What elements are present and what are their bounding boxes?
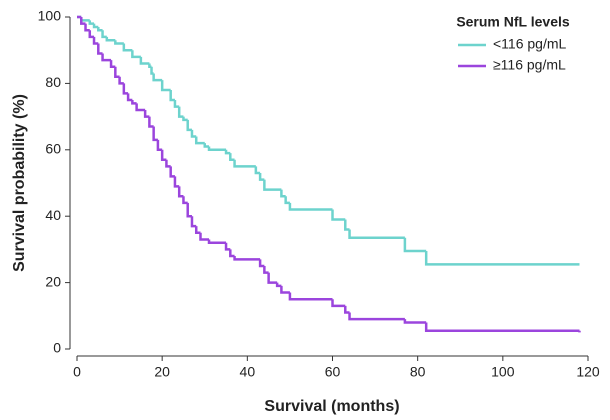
survival-step <box>194 136 205 145</box>
survival-step <box>224 242 231 251</box>
survival-step <box>80 17 90 22</box>
survival-step <box>97 26 103 32</box>
survival-step <box>263 179 282 191</box>
survival-step <box>348 312 405 321</box>
x-tick-label: 60 <box>325 364 341 380</box>
survival-step <box>190 216 197 228</box>
x-tick-label: 100 <box>491 364 515 380</box>
survival-step <box>80 17 86 25</box>
survival-step <box>101 30 107 39</box>
survival-step <box>173 100 180 108</box>
survival-step <box>348 229 405 240</box>
survival-step <box>182 196 188 205</box>
survival-step <box>160 80 171 92</box>
survival-step <box>403 319 427 324</box>
survival-step <box>105 36 116 42</box>
survival-step <box>152 126 158 142</box>
survival-step <box>254 166 261 175</box>
survival-step <box>88 30 95 39</box>
survival-step <box>424 251 580 266</box>
survival-step <box>118 76 124 85</box>
survival-step <box>275 282 282 288</box>
legend-label: <116 pg/mL <box>493 36 567 52</box>
survival-step <box>233 256 261 261</box>
survival-step <box>186 119 192 132</box>
survival-step <box>344 219 350 231</box>
y-tick-label: 100 <box>38 8 62 24</box>
survival-step <box>139 56 150 65</box>
survival-step <box>288 202 333 211</box>
x-tick-label: 80 <box>410 364 426 380</box>
legend-title: Serum NfL levels <box>456 14 570 30</box>
survival-step <box>203 143 210 148</box>
survival-step <box>156 139 163 152</box>
survival-step <box>207 146 227 152</box>
survival-step <box>233 159 256 168</box>
survival-step <box>150 66 154 75</box>
survival-step <box>92 36 99 45</box>
survival-step <box>288 292 333 301</box>
survival-step <box>173 176 180 188</box>
survival-step <box>280 189 286 198</box>
x-tick-label: 20 <box>154 364 170 380</box>
survival-step <box>126 93 133 102</box>
survival-step <box>284 196 290 205</box>
x-tick-label: 40 <box>240 364 256 380</box>
y-tick-label: 0 <box>53 340 61 356</box>
survival-step <box>177 106 184 118</box>
survival-step <box>131 50 141 59</box>
survival-step <box>403 237 427 253</box>
survival-step <box>331 209 346 221</box>
survival-step <box>122 83 129 95</box>
survival-step <box>165 159 171 168</box>
survival-step <box>258 259 265 268</box>
survival-step <box>169 166 175 178</box>
survival-step <box>194 226 201 235</box>
survival-step <box>92 23 99 29</box>
survival-step <box>148 116 154 128</box>
legend-label: ≥116 pg/mL <box>493 57 566 73</box>
y-tick-label: 60 <box>45 141 61 157</box>
survival-step <box>122 43 133 52</box>
survival-step <box>135 103 146 112</box>
survival-step <box>190 129 197 138</box>
survival-step <box>109 60 116 69</box>
survival-step <box>160 149 167 162</box>
survival-step <box>229 153 235 162</box>
survival-step <box>114 66 120 79</box>
survival-step <box>199 232 210 241</box>
x-tick-label: 120 <box>576 364 600 380</box>
y-tick-label: 20 <box>45 273 61 289</box>
survival-step <box>344 305 350 314</box>
survival-step <box>280 285 290 294</box>
y-axis-title: Survival probability (%) <box>11 94 28 272</box>
survival-step <box>152 73 163 82</box>
survival-step <box>148 63 152 69</box>
survival-step <box>424 322 580 332</box>
survival-step <box>114 40 124 45</box>
survival-step <box>169 90 175 102</box>
x-tick-label: 0 <box>73 364 81 380</box>
survival-step <box>143 109 150 118</box>
survival-step <box>101 53 112 62</box>
survival-step <box>177 186 184 198</box>
x-axis-title: Survival (months) <box>264 398 399 415</box>
survival-step <box>182 116 188 122</box>
survival-step <box>207 239 227 245</box>
survival-step <box>186 202 192 218</box>
y-tick-label: 80 <box>45 74 61 90</box>
survival-step <box>263 266 269 274</box>
y-tick-label: 40 <box>45 207 61 223</box>
survival-step <box>258 173 265 181</box>
survival-step <box>229 249 235 258</box>
survival-step <box>84 23 90 32</box>
survival-step <box>224 149 231 155</box>
survival-step <box>267 272 278 284</box>
survival-step <box>131 100 137 105</box>
survival-step <box>88 20 95 25</box>
survival-step <box>97 43 103 55</box>
survival-step <box>331 299 346 308</box>
